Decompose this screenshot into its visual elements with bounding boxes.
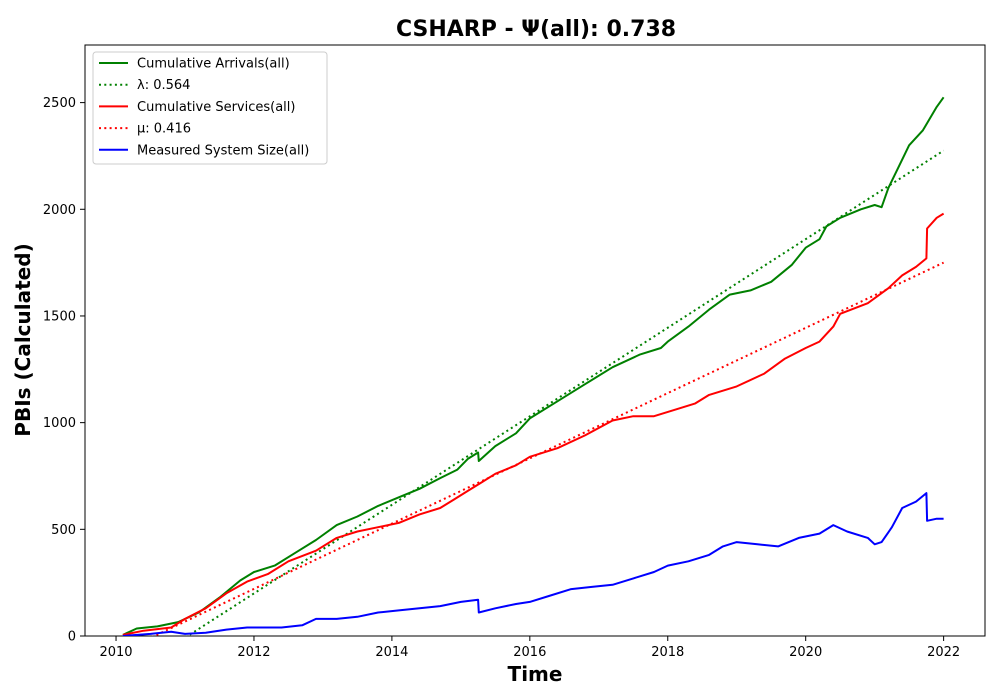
x-tick-label: 2020 — [789, 645, 822, 660]
legend-label: λ: 0.564 — [137, 78, 190, 93]
x-tick-label: 2010 — [99, 645, 132, 660]
x-tick-label: 2014 — [375, 645, 408, 660]
y-axis-label: PBIs (Calculated) — [11, 243, 35, 436]
x-tick-label: 2012 — [237, 645, 270, 660]
y-tick-label: 1000 — [43, 416, 76, 431]
y-tick-label: 2000 — [43, 203, 76, 218]
legend-label: μ: 0.416 — [137, 122, 191, 137]
legend-label: Cumulative Services(all) — [137, 100, 295, 115]
legend-label: Cumulative Arrivals(all) — [137, 57, 290, 72]
y-tick-label: 500 — [51, 523, 76, 538]
chart-title: CSHARP - Ψ(all): 0.738 — [396, 17, 676, 42]
x-axis-label: Time — [508, 662, 563, 686]
y-tick-label: 1500 — [43, 309, 76, 324]
legend-label: Measured System Size(all) — [137, 143, 309, 158]
x-tick-label: 2016 — [513, 645, 546, 660]
x-tick-label: 2018 — [651, 645, 684, 660]
legend: Cumulative Arrivals(all) λ: 0.564 Cumulati… — [93, 52, 327, 164]
x-tick-label: 2022 — [927, 645, 960, 660]
y-tick-label: 2500 — [43, 96, 76, 111]
y-tick-label: 0 — [68, 630, 76, 645]
